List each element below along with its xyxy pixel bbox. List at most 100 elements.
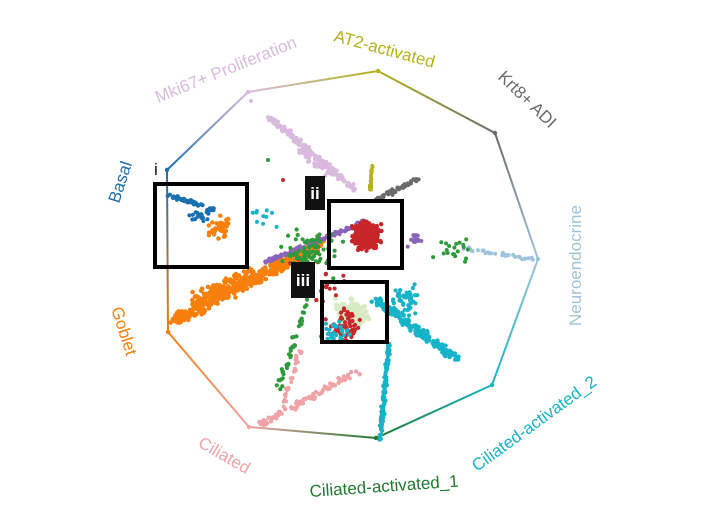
cell-point: [354, 228, 359, 234]
cell-point: [266, 258, 271, 263]
cell-point: [526, 256, 531, 261]
cell-point: [402, 307, 407, 312]
cell-point: [416, 324, 421, 330]
cell-point: [356, 245, 361, 250]
cell-point: [365, 316, 372, 322]
cell-point: [366, 236, 371, 241]
cell-point: [275, 124, 280, 130]
cell-point: [307, 245, 312, 250]
cell-point: [276, 378, 281, 383]
cell-point: [380, 304, 385, 309]
cell-point: [302, 249, 307, 254]
cell-point: [263, 276, 269, 282]
cell-point: [274, 224, 279, 229]
cell-point: [205, 217, 210, 222]
cell-point: [287, 132, 292, 138]
cell-point: [213, 226, 218, 231]
cell-point: [347, 320, 352, 325]
cell-point: [493, 251, 498, 256]
cell-point: [273, 415, 278, 420]
cell-point: [444, 248, 449, 252]
cell-point: [292, 252, 297, 257]
vertex-dot: [373, 435, 379, 441]
cell-point: [324, 271, 328, 276]
cell-point: [297, 319, 302, 324]
cell-point: [268, 419, 274, 424]
cell-point: [220, 221, 226, 226]
vertex-label-mki67-proliferation: Mki67+ Proliferation: [152, 33, 299, 107]
cell-point: [339, 310, 344, 315]
cell-point: [274, 271, 279, 277]
cell-point: [292, 343, 297, 348]
cell-point: [437, 344, 443, 349]
cell-point: [401, 313, 406, 318]
cell-point: [167, 192, 172, 197]
cell-point: [393, 288, 398, 293]
cell-point: [364, 248, 369, 253]
cell-point: [293, 361, 298, 366]
cell-point: [332, 254, 337, 259]
cell-point: [416, 238, 421, 243]
cell-point: [334, 306, 340, 312]
cell-point: [421, 327, 426, 333]
cell-point: [178, 319, 183, 325]
cell-point: [344, 312, 349, 317]
cell-point: [221, 225, 226, 230]
cell-point: [309, 150, 314, 156]
cell-point: [286, 233, 291, 238]
cell-point: [223, 276, 229, 282]
cell-point: [380, 395, 385, 400]
cell-point: [282, 124, 287, 130]
cell-point: [470, 249, 475, 254]
cell-point: [195, 203, 201, 208]
cell-point: [259, 273, 264, 278]
cell-point: [199, 212, 204, 218]
cell-point: [408, 328, 413, 333]
cell-point: [325, 163, 331, 169]
cell-point: [283, 386, 288, 391]
cell-point: [443, 343, 448, 348]
cell-point: [288, 348, 293, 353]
cell-point: [413, 311, 418, 316]
vertex-label-basal: Basal: [105, 159, 136, 205]
cell-point: [395, 313, 400, 318]
cell-point: [219, 288, 224, 294]
cell-point: [188, 198, 193, 203]
cell-point: [398, 319, 404, 324]
cell-point: [370, 169, 374, 173]
cell-point: [257, 419, 262, 425]
cell-point: [352, 323, 357, 328]
cell-point: [264, 214, 269, 219]
region-box-ii: [327, 199, 404, 270]
cell-point: [206, 230, 212, 235]
cell-point: [426, 335, 431, 340]
cell-point: [282, 392, 287, 397]
cell-point: [288, 405, 294, 410]
cell-point: [333, 293, 338, 298]
cell-point: [217, 283, 222, 288]
cell-point: [369, 176, 373, 180]
cell-point: [357, 372, 362, 377]
cell-point: [294, 256, 299, 261]
cell-point: [228, 279, 234, 285]
cell-point: [397, 298, 402, 303]
cell-point: [285, 129, 290, 134]
cell-point: [441, 251, 446, 256]
cell-point: [190, 289, 195, 295]
cell-point: [288, 245, 293, 250]
cell-point: [391, 298, 396, 303]
cell-point: [389, 188, 394, 193]
cell-point: [341, 308, 347, 313]
cell-point: [344, 329, 349, 334]
cell-point: [202, 296, 208, 302]
cell-point: [405, 244, 410, 249]
cell-point: [300, 148, 305, 152]
polygon-edge: [167, 331, 250, 428]
cell-point: [270, 210, 274, 215]
cell-point: [210, 220, 215, 225]
cell-point: [370, 237, 375, 243]
cell-point: [199, 312, 204, 317]
cell-point: [431, 342, 436, 347]
cell-point: [447, 244, 452, 248]
cell-point: [502, 252, 507, 257]
